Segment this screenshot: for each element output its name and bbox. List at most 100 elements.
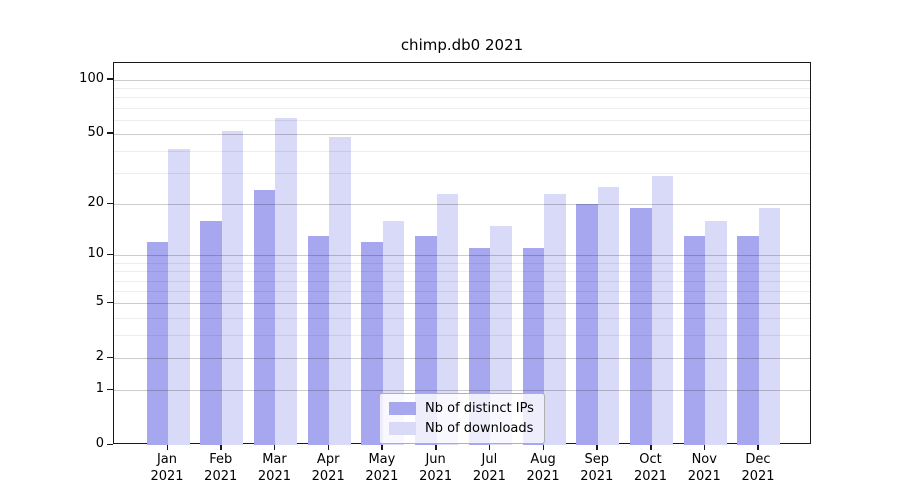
y-tick-mark [107, 356, 113, 359]
minor-gridline [114, 119, 810, 121]
minor-gridline [114, 173, 810, 175]
x-tick-label-jun: Jun 2021 [404, 451, 468, 485]
y-tick-label: 10 [87, 246, 104, 262]
legend: Nb of distinct IPs Nb of downloads [379, 393, 545, 444]
major-gridline [114, 133, 810, 135]
legend-item-distinct-ips: Nb of distinct IPs [389, 401, 534, 416]
x-tick-month: Feb [209, 452, 233, 467]
major-gridline [114, 358, 810, 360]
x-tick-mark [381, 444, 383, 450]
x-tick-label-apr: Apr 2021 [296, 451, 360, 485]
bar-downloads-jul [490, 225, 512, 445]
bar-downloads-apr [329, 137, 351, 445]
x-tick-month: Jan [156, 452, 178, 467]
x-tick-label-may: May 2021 [350, 451, 414, 485]
y-tick-mark [107, 443, 113, 445]
bar-downloads-dec [758, 207, 781, 445]
x-tick-mark [596, 444, 598, 450]
bar-downloads-feb [221, 130, 244, 445]
x-tick-label-sep: Sep 2021 [565, 451, 629, 485]
minor-gridline [114, 335, 810, 337]
bar-distinct-ips-dec [737, 236, 759, 445]
bar-downloads-aug [544, 193, 566, 445]
y-tick-mark [107, 301, 113, 304]
x-tick-month: Oct [639, 452, 662, 467]
y-tick-label: 50 [87, 124, 104, 140]
chart-title: chimp.db0 2021 [400, 36, 524, 54]
x-tick-year: 2021 [633, 469, 668, 484]
major-gridline [114, 390, 810, 392]
x-tick-month: Apr [316, 452, 340, 467]
y-tick-label: 2 [95, 349, 104, 365]
legend-item-downloads: Nb of downloads [389, 421, 534, 436]
x-tick-mark [703, 444, 706, 450]
x-tick-mark [650, 444, 652, 450]
plot-area: Nb of distinct IPs Nb of downloads [113, 62, 811, 445]
major-gridline [114, 255, 810, 257]
bar-downloads-oct [651, 175, 674, 445]
y-tick-label: 100 [79, 70, 104, 86]
x-tick-label-feb: Feb 2021 [189, 451, 253, 485]
bar-downloads-nov [705, 220, 727, 445]
bar-downloads-sep [597, 187, 620, 445]
bar-downloads-mar [275, 118, 297, 445]
x-tick-label-dec: Dec 2021 [726, 451, 790, 485]
x-tick-year: 2021 [150, 469, 184, 484]
minor-gridline [114, 97, 810, 99]
x-tick-month: Jul [481, 452, 498, 467]
minor-gridline [114, 151, 810, 153]
x-tick-label-nov: Nov 2021 [672, 451, 736, 485]
x-tick-mark [327, 444, 330, 450]
x-tick-month: Mar [262, 452, 287, 467]
legend-swatch-distinct-ips [389, 402, 416, 415]
major-gridline [114, 79, 810, 81]
bar-distinct-ips-jan [146, 242, 168, 445]
x-tick-mark [166, 444, 168, 450]
minor-gridline [114, 262, 810, 264]
x-tick-year: 2021 [365, 469, 399, 484]
x-tick-month: Dec [745, 452, 771, 467]
bar-distinct-ips-jun [415, 236, 437, 445]
legend-swatch-downloads [389, 422, 416, 435]
y-tick-label: 5 [95, 294, 104, 310]
x-tick-month: Aug [530, 452, 556, 467]
minor-gridline [114, 317, 810, 319]
bar-downloads-jun [436, 193, 459, 445]
x-tick-label-aug: Aug 2021 [511, 451, 575, 485]
bar-distinct-ips-feb [200, 220, 222, 445]
x-tick-year: 2021 [741, 469, 775, 484]
bar-downloads-may [382, 220, 405, 445]
minor-gridline [114, 271, 810, 273]
x-tick-year: 2021 [419, 469, 453, 484]
gridlines-layer [114, 63, 810, 443]
bar-distinct-ips-oct [630, 207, 652, 445]
x-tick-year: 2021 [204, 469, 238, 484]
x-tick-month: May [368, 452, 396, 467]
y-tick-mark [107, 78, 113, 80]
bar-distinct-ips-mar [253, 190, 276, 445]
legend-label-distinct-ips: Nb of distinct IPs [425, 401, 534, 416]
x-tick-label-mar: Mar 2021 [242, 451, 306, 485]
x-tick-mark [757, 444, 759, 450]
bar-distinct-ips-apr [307, 236, 330, 445]
y-tick-mark [107, 132, 113, 134]
x-tick-year: 2021 [687, 469, 721, 484]
x-tick-mark [435, 444, 437, 450]
y-tick-mark [107, 388, 113, 391]
x-tick-mark [488, 444, 491, 450]
minor-gridline [114, 88, 810, 90]
y-tick-label: 0 [95, 436, 104, 451]
y-tick-label: 20 [87, 195, 104, 211]
bar-downloads-jan [168, 149, 190, 445]
major-gridline [114, 303, 810, 305]
y-tick-mark [107, 253, 113, 256]
x-tick-label-oct: Oct 2021 [619, 451, 683, 485]
x-tick-month: Sep [584, 452, 610, 467]
bar-distinct-ips-nov [683, 236, 706, 445]
x-tick-year: 2021 [257, 469, 291, 484]
x-tick-mark [220, 444, 222, 450]
y-tick-mark [107, 202, 113, 205]
x-tick-month: Jun [425, 452, 446, 467]
minor-gridline [114, 291, 810, 292]
